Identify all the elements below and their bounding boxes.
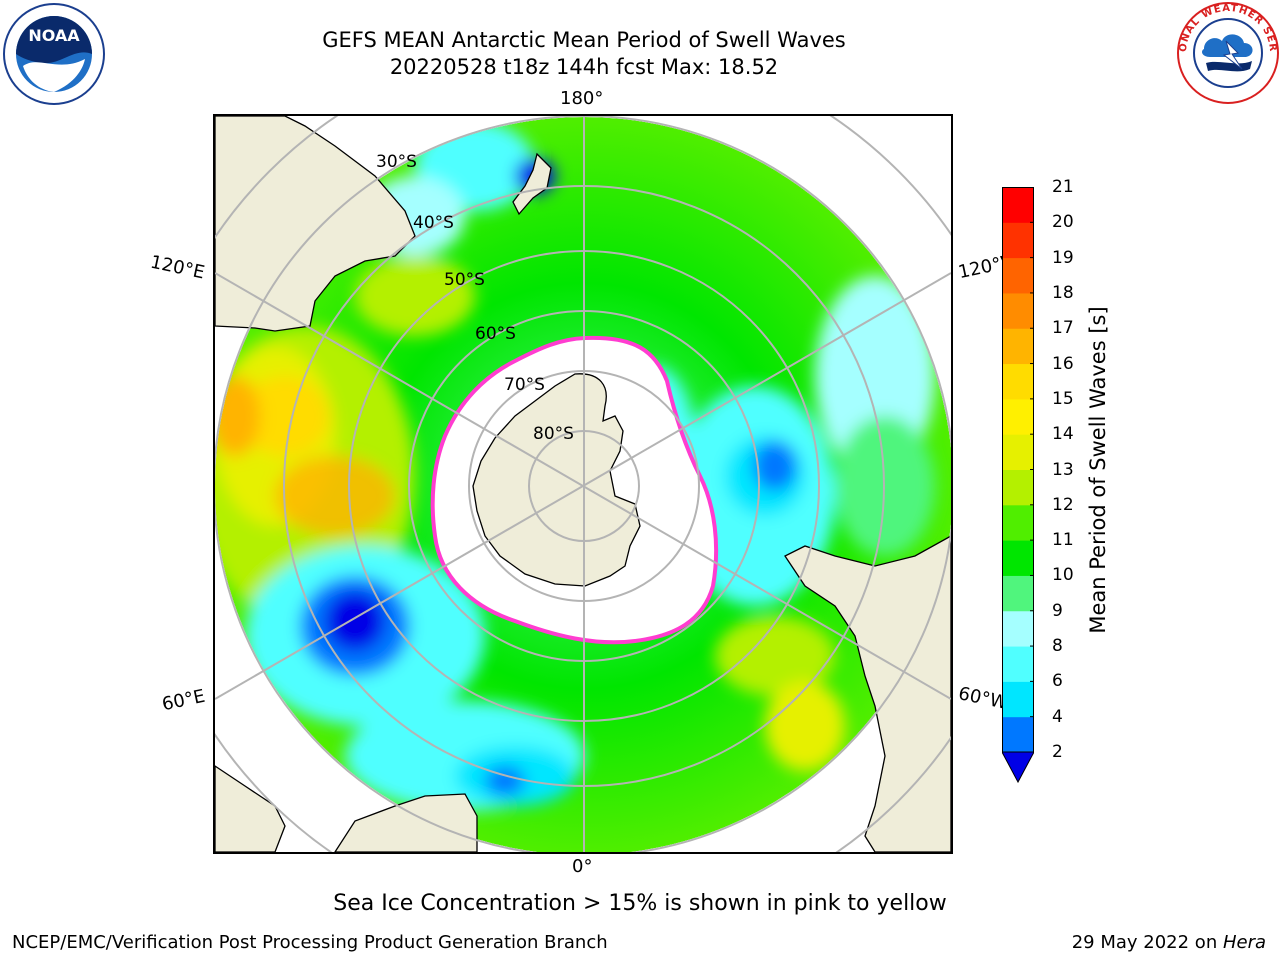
colorbar-tick-label: 9 bbox=[1052, 600, 1063, 621]
colorbar-segment bbox=[1002, 575, 1034, 612]
colorbar-tick-label: 11 bbox=[1052, 530, 1074, 551]
colorbar-tick-label: 10 bbox=[1052, 565, 1074, 586]
colorbar-tick-label: 4 bbox=[1052, 706, 1063, 727]
lat-label-40s: 40°S bbox=[413, 213, 454, 233]
lat-label-30s: 30°S bbox=[376, 152, 417, 172]
land-masses bbox=[215, 116, 951, 852]
colorbar-tick-label: 13 bbox=[1052, 459, 1074, 480]
chart-title: GEFS MEAN Antarctic Mean Period of Swell… bbox=[322, 28, 846, 52]
sea-ice-note: Sea Ice Concentration > 15% is shown in … bbox=[333, 891, 947, 916]
footer-date: 29 May 2022 on Hera bbox=[1072, 932, 1266, 953]
lon-label-180: 180° bbox=[560, 88, 604, 109]
colorbar-tick-label: 8 bbox=[1052, 636, 1063, 657]
colorbar-segment bbox=[1002, 292, 1034, 329]
colorbar-segment bbox=[1002, 610, 1034, 647]
lon-label-0: 0° bbox=[572, 856, 593, 877]
nws-logo: NATIONAL WEATHER SERVICE bbox=[1176, 1, 1279, 104]
colorbar-segment bbox=[1002, 363, 1034, 400]
footer-date-text: 29 May 2022 on bbox=[1071, 932, 1223, 953]
colorbar-tick-label: 14 bbox=[1052, 424, 1074, 445]
lat-label-50s: 50°S bbox=[444, 270, 485, 290]
colorbar-tick-label: 18 bbox=[1052, 282, 1074, 303]
colorbar-segment bbox=[1002, 504, 1034, 541]
colorbar-tick-label: 16 bbox=[1052, 353, 1074, 374]
lon-label-120e: 120°E bbox=[148, 251, 207, 284]
svg-text:NOAA: NOAA bbox=[28, 26, 80, 45]
lon-label-60e: 60°E bbox=[160, 685, 207, 716]
lat-label-60s: 60°S bbox=[475, 324, 516, 344]
colorbar-tick-label: 12 bbox=[1052, 494, 1074, 515]
colorbar-tick-label: 19 bbox=[1052, 247, 1074, 268]
lat-label-70s: 70°S bbox=[504, 375, 545, 395]
graticule bbox=[215, 116, 951, 852]
colorbar-segment bbox=[1002, 469, 1034, 506]
colorbar-segment bbox=[1002, 540, 1034, 576]
colorbar-segment bbox=[1002, 716, 1034, 753]
chart-subtitle: 20220528 t18z 144h fcst Max: 18.52 bbox=[389, 55, 779, 79]
colorbar-tick-label: 17 bbox=[1052, 318, 1074, 339]
colorbar-segment bbox=[1002, 398, 1034, 435]
footer-credit: NCEP/EMC/Verification Post Processing Pr… bbox=[12, 932, 608, 953]
colorbar-extend-min bbox=[1002, 751, 1034, 784]
colorbar-tick-label: 2 bbox=[1052, 742, 1063, 762]
colorbar-tick-label: 6 bbox=[1052, 671, 1063, 692]
colorbar-tick-label: 15 bbox=[1052, 388, 1074, 409]
colorbar bbox=[1002, 187, 1034, 784]
colorbar-segment bbox=[1002, 646, 1034, 682]
colorbar-tick-label: 20 bbox=[1052, 212, 1074, 233]
antarctica bbox=[472, 373, 641, 587]
colorbar-segment bbox=[1002, 328, 1034, 365]
colorbar-segment bbox=[1002, 434, 1034, 470]
lat-label-80s: 80°S bbox=[533, 424, 574, 444]
footer-machine: Hera bbox=[1222, 932, 1266, 953]
noaa-logo: NOAA bbox=[3, 3, 105, 105]
colorbar-tick-label: 21 bbox=[1052, 177, 1074, 197]
map-frame bbox=[213, 114, 953, 854]
colorbar-segment bbox=[1002, 222, 1034, 259]
polar-map bbox=[215, 116, 951, 852]
colorbar-segment bbox=[1002, 187, 1034, 223]
colorbar-segment bbox=[1002, 257, 1034, 294]
colorbar-segment bbox=[1002, 681, 1034, 718]
